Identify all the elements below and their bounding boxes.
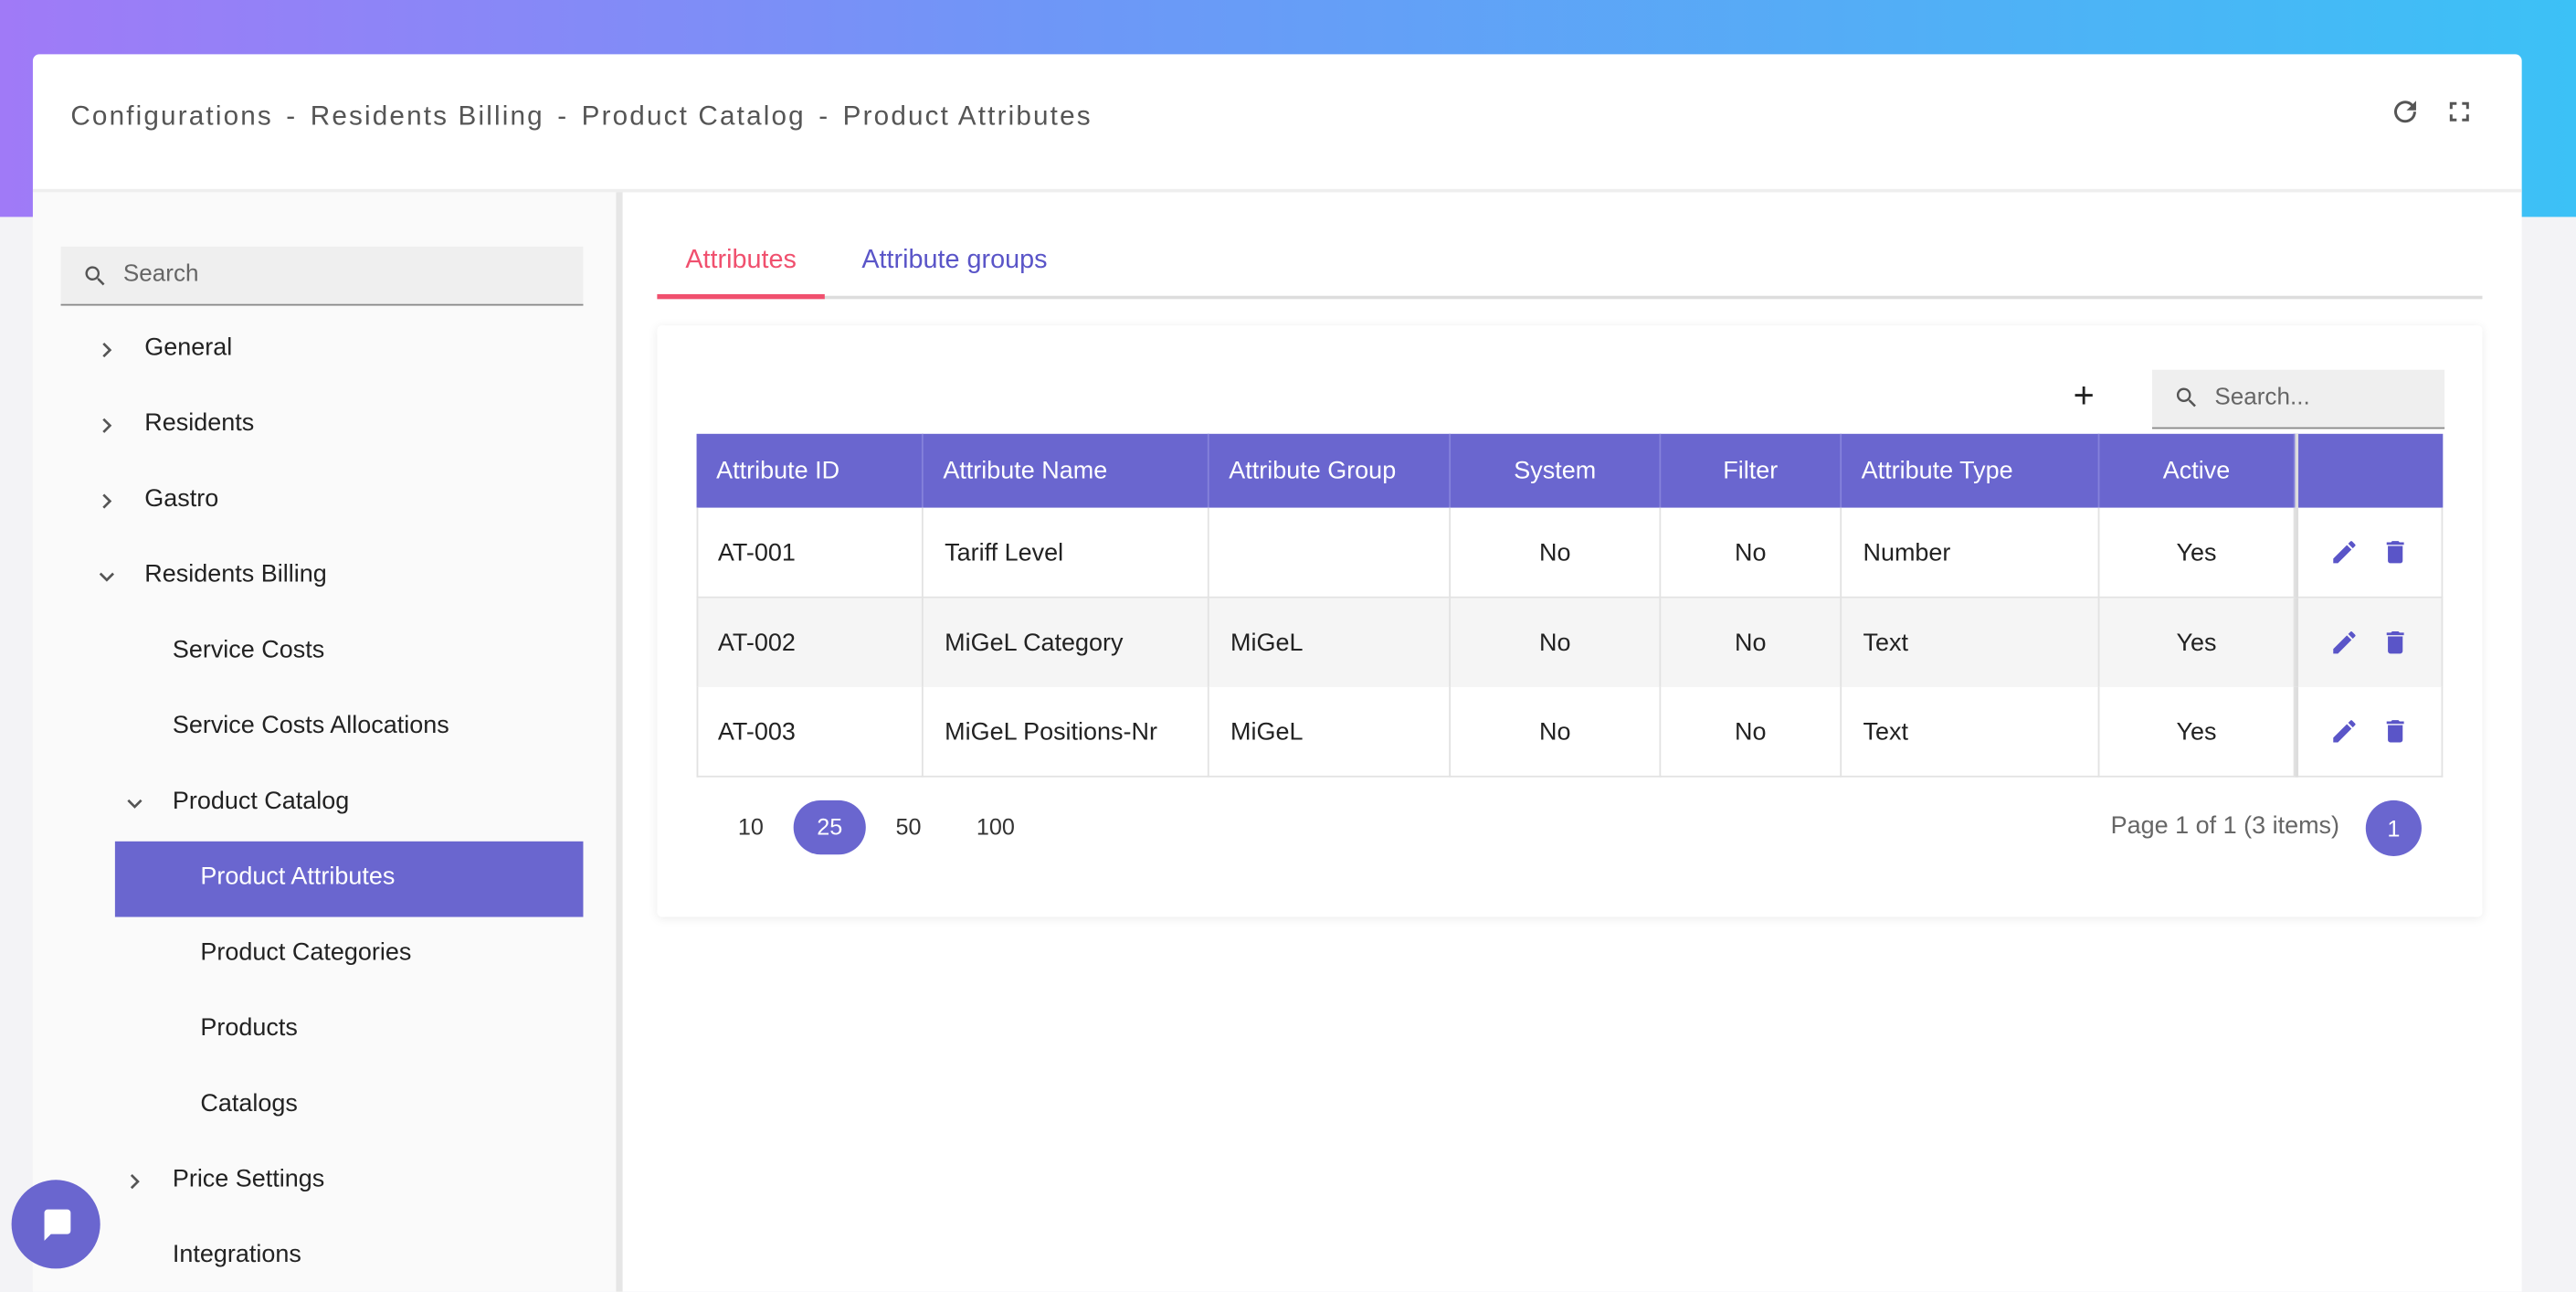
table-cell: Text [1842, 686, 2100, 778]
nav-item[interactable]: Gastro [144, 484, 219, 514]
table-cell: Yes [2099, 597, 2296, 688]
breadcrumb-separator: - [818, 101, 830, 132]
column-header: System [1451, 433, 1662, 508]
column-header: Attribute Name [924, 433, 1209, 508]
search-icon [2176, 387, 2196, 408]
delete-icon[interactable] [2381, 716, 2410, 746]
sidebar-search[interactable]: Search [60, 246, 584, 306]
edit-icon[interactable] [2329, 537, 2359, 567]
table-cell: AT-001 [697, 507, 924, 598]
nav-item[interactable]: Products [200, 1013, 298, 1043]
breadcrumb-item[interactable]: Configurations [70, 101, 273, 132]
table-row [696, 597, 2444, 688]
sidebar [32, 192, 618, 1292]
tab[interactable]: Attributes [685, 246, 797, 275]
sidebar-divider [616, 192, 623, 1292]
edit-icon[interactable] [2329, 627, 2359, 656]
nav-item[interactable]: Catalogs [200, 1089, 298, 1117]
table-cell: Yes [2099, 686, 2296, 778]
breadcrumb-item: Product Attributes [842, 101, 1093, 132]
nav-item[interactable]: Service Costs [172, 636, 325, 664]
tab-active-indicator [657, 293, 825, 300]
nav-item-active[interactable] [114, 841, 584, 917]
table-cell: MiGeL [1209, 686, 1452, 778]
table-row [696, 686, 2444, 778]
table-cell: MiGeL Positions-Nr [924, 686, 1209, 778]
table-cell [2295, 597, 2299, 688]
breadcrumb-item[interactable]: Residents Billing [310, 101, 544, 132]
nav-item[interactable]: Residents [144, 408, 255, 438]
chevron-right[interactable] [120, 1167, 149, 1196]
table-cell: AT-003 [697, 686, 924, 778]
page-size-option[interactable]: 25 [817, 813, 843, 841]
nav-item[interactable]: Product Attributes [200, 863, 396, 891]
chat-icon [44, 1209, 71, 1241]
tab-underline [657, 295, 2483, 300]
breadcrumb-item[interactable]: Product Catalog [581, 101, 806, 132]
table-cell [1209, 507, 1452, 598]
nav-item[interactable]: Product Catalog [172, 787, 350, 816]
search-placeholder: Search [122, 260, 199, 288]
chevron-right[interactable] [92, 486, 121, 515]
table-cell [2295, 507, 2299, 598]
tab[interactable]: Attribute groups [861, 246, 1048, 275]
nav-item[interactable]: General [144, 334, 233, 362]
header-divider [32, 188, 2522, 193]
column-header: Filter [1661, 433, 1842, 508]
delete-icon[interactable] [2381, 627, 2410, 656]
breadcrumb: Configurations - Residents Billing - Product… [70, 102, 1092, 139]
table-header [696, 433, 2444, 508]
page-info: Page 1 of 1 (3 items) [2110, 811, 2340, 841]
chevron-right[interactable] [92, 335, 121, 365]
page-size-option[interactable]: 100 [976, 813, 1015, 841]
page-button[interactable]: 1 [2365, 800, 2422, 857]
nav-item[interactable]: Residents Billing [144, 560, 327, 588]
page-size-option[interactable]: 10 [737, 813, 764, 841]
nav-item[interactable]: Integrations [172, 1240, 301, 1269]
refresh-icon[interactable] [2389, 95, 2422, 128]
column-header: Attribute ID [697, 433, 924, 508]
table-cell: No [1451, 686, 1662, 778]
chevron-down[interactable] [92, 562, 121, 591]
table-cell: No [1661, 686, 1842, 778]
search-icon [85, 266, 105, 286]
table-cell: MiGeL Category [924, 597, 1209, 688]
table-cell: Number [1842, 507, 2100, 598]
page-size-option[interactable]: 50 [895, 813, 922, 841]
chevron-right[interactable] [92, 411, 121, 440]
table-cell: Text [1842, 597, 2100, 688]
table-cell [2295, 686, 2299, 778]
table-cell: Tariff Level [924, 507, 1209, 598]
nav-item[interactable]: Price Settings [172, 1165, 325, 1193]
fullscreen-icon[interactable] [2443, 95, 2476, 128]
table-add-button[interactable]: + [2073, 375, 2095, 417]
breadcrumb-separator: - [557, 101, 569, 132]
table-cell: No [1451, 597, 1662, 688]
column-header [2295, 433, 2443, 508]
breadcrumb-separator: - [286, 101, 298, 132]
edit-icon[interactable] [2329, 716, 2359, 746]
table-cell: MiGeL [1209, 597, 1452, 688]
column-header: Active [2099, 433, 2296, 508]
delete-icon[interactable] [2381, 537, 2410, 567]
nav-item[interactable]: Product Categories [200, 937, 412, 967]
nav-item[interactable]: Service Costs Allocations [172, 711, 449, 740]
column-header: Attribute Type [1842, 433, 2100, 508]
page-size-selected-bg [793, 800, 866, 855]
chat-button[interactable] [11, 1180, 100, 1269]
table-cell: No [1661, 597, 1842, 688]
search-placeholder: Search... [2214, 384, 2310, 411]
table-search[interactable]: Search... [2151, 369, 2445, 429]
table-cell: AT-002 [697, 597, 924, 688]
table-cell: No [1661, 507, 1842, 598]
table-row [696, 507, 2444, 598]
table-cell: No [1451, 507, 1662, 598]
column-header: Attribute Group [1209, 433, 1452, 508]
table-cell: Yes [2099, 507, 2296, 598]
chevron-down[interactable] [120, 789, 149, 818]
